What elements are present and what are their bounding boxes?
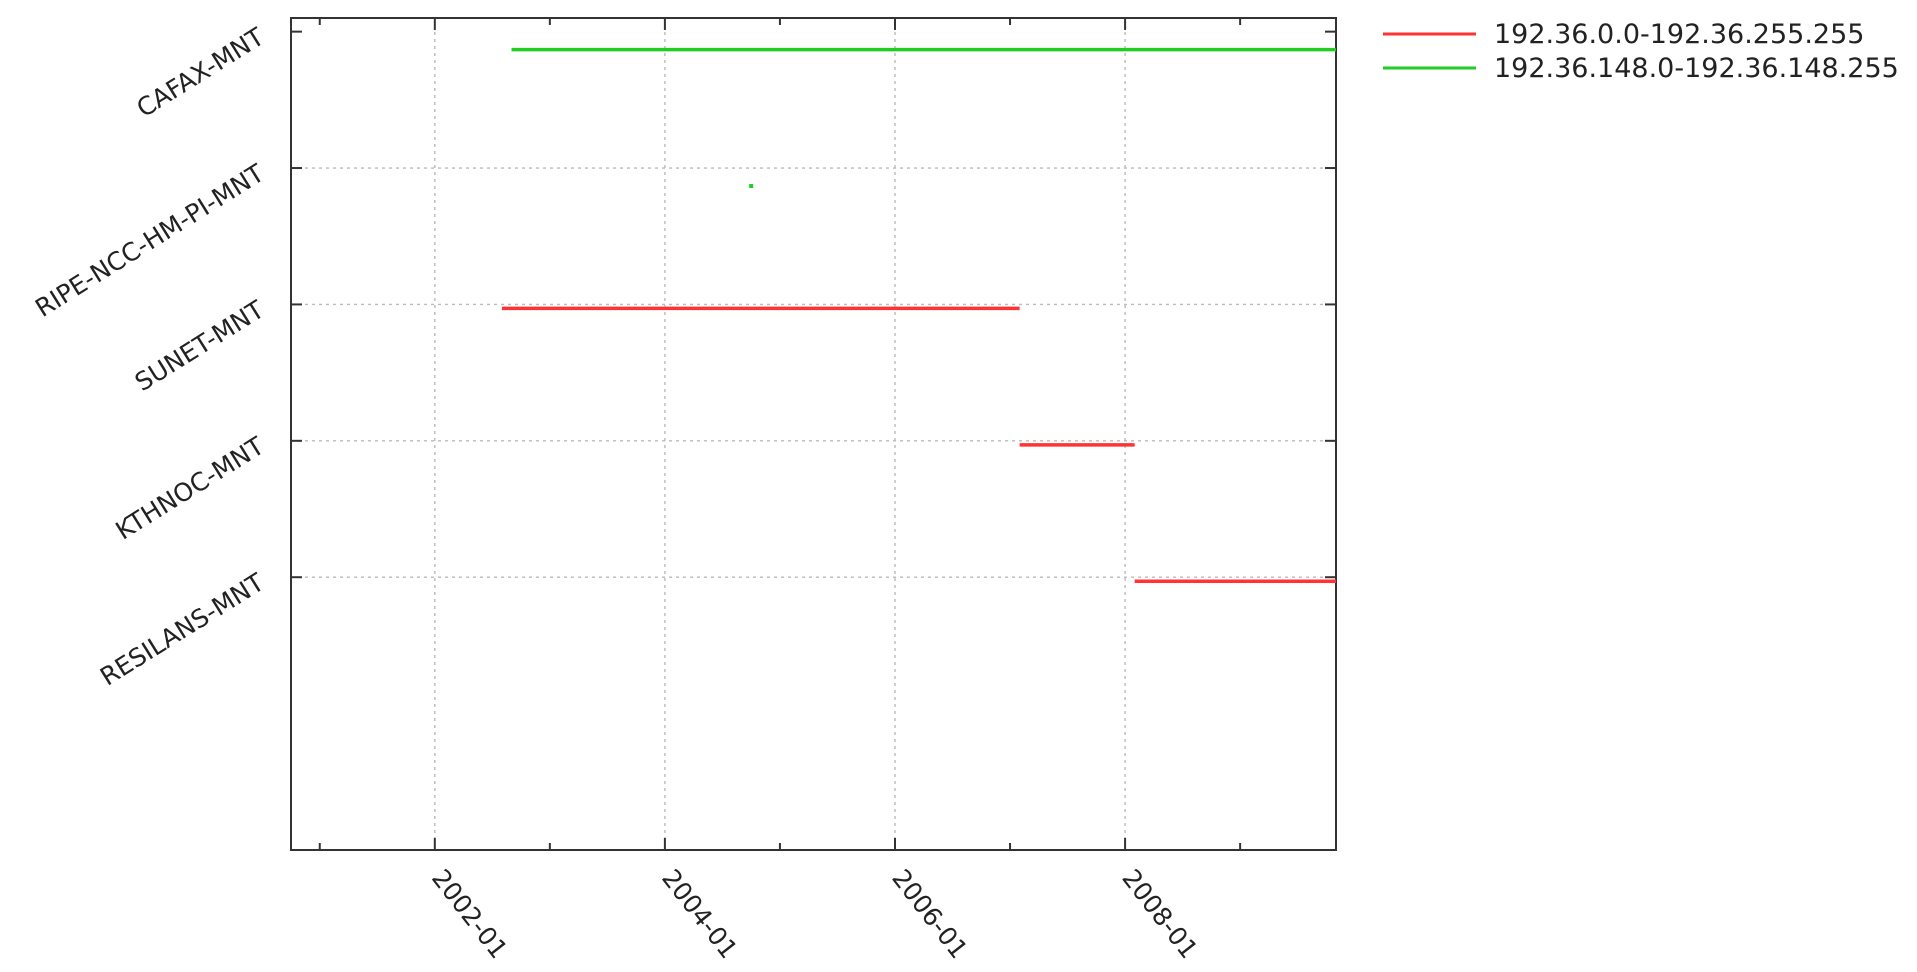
series-point: [749, 184, 754, 189]
x-tick-label: 2002-01: [426, 864, 513, 964]
legend-label: 192.36.0.0-192.36.255.255: [1494, 19, 1864, 50]
x-axis-labels: 2002-01 2004-01 2006-01 2008-01: [426, 864, 1203, 964]
x-tick-label: 2008-01: [1116, 864, 1203, 964]
legend-label: 192.36.148.0-192.36.148.255: [1494, 53, 1899, 84]
legend: 192.36.0.0-192.36.255.255192.36.148.0-19…: [1383, 19, 1899, 84]
grid-lines: [291, 18, 1336, 850]
y-tick-label: KTHNOC-MNT: [111, 431, 270, 545]
y-tick-label: RESILANS-MNT: [95, 567, 270, 691]
y-tick-label: CAFAX-MNT: [132, 22, 270, 123]
plot-frame: [290, 17, 1337, 851]
y-tick-label: RIPE-NCC-HM-PI-MNT: [30, 158, 270, 323]
x-tick-label: 2006-01: [886, 864, 973, 964]
x-tick-label: 2004-01: [656, 864, 743, 964]
series-layer: [501, 47, 1336, 583]
axis-ticks: [291, 18, 1336, 850]
y-tick-label: SUNET-MNT: [130, 295, 270, 397]
